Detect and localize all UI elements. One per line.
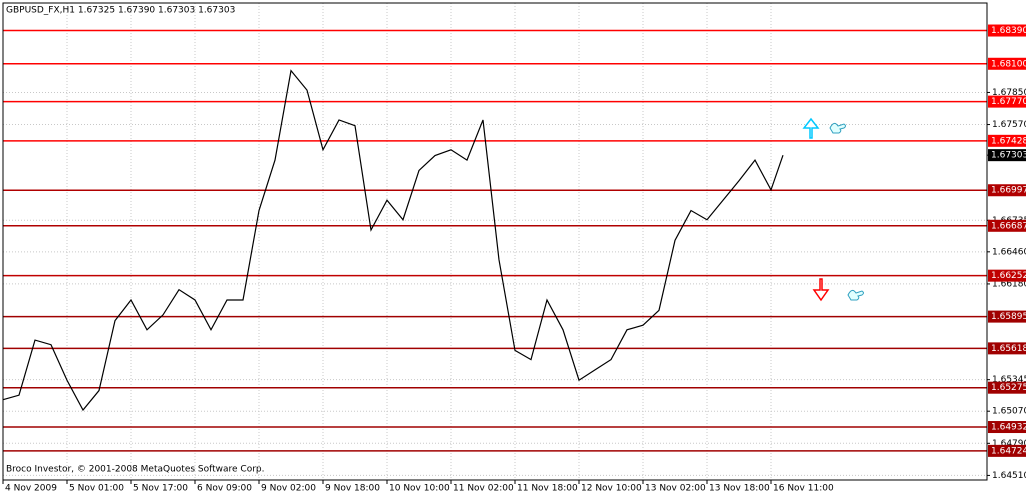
level-label-box	[988, 184, 1026, 197]
level-label: 1.64724	[991, 446, 1026, 456]
level-label-box	[988, 269, 1026, 282]
last-price-label: 1.67303	[991, 151, 1026, 161]
price-line	[2, 69, 784, 412]
y-tick-label: 1.65345	[992, 375, 1026, 385]
level-label: 1.66687	[991, 221, 1026, 231]
chart-title: GBPUSD_FX,H1 1.67325 1.67390 1.67303 1.6…	[6, 6, 235, 16]
x-tick-label: 10 Nov 10:00	[389, 484, 450, 494]
level-label: 1.68100	[991, 59, 1026, 69]
footer: Broco Investor, © 2001-2008 MetaQuotes S…	[6, 465, 265, 475]
level-label-box	[988, 444, 1026, 457]
level-label: 1.65275	[991, 383, 1026, 393]
level-label: 1.67428	[991, 136, 1026, 146]
level-label-box	[988, 219, 1026, 232]
x-tick-label: 6 Nov 09:00	[197, 484, 252, 494]
y-tick-label: 1.66180	[992, 279, 1026, 289]
up-arrow	[802, 117, 820, 139]
level-label: 1.64932	[991, 423, 1026, 433]
hand-icon	[847, 289, 864, 301]
plot-content	[2, 3, 987, 480]
level-label-box	[988, 421, 1026, 434]
y-tick-label: 1.66460	[992, 247, 1026, 257]
level-label-box	[988, 381, 1026, 394]
down-arrow	[812, 278, 830, 302]
buy-signal	[802, 117, 846, 139]
x-tick-label: 16 Nov 11:00	[773, 484, 834, 494]
x-tick-label: 4 Nov 2009	[5, 484, 57, 494]
level-label-box	[988, 57, 1026, 70]
plot-frame	[2, 2, 988, 481]
x-tick-label: 9 Nov 18:00	[325, 484, 380, 494]
x-tick-label: 13 Nov 02:00	[645, 484, 706, 494]
y-tick-label: 1.64790	[992, 439, 1026, 449]
x-tick-label: 12 Nov 10:00	[581, 484, 642, 494]
x-tick-label: 11 Nov 02:00	[453, 484, 514, 494]
level-label-box	[988, 24, 1026, 37]
level-label: 1.67770	[991, 97, 1026, 107]
last-price-box	[988, 149, 1026, 162]
x-tick-label: 9 Nov 02:00	[261, 484, 316, 494]
level-label-box	[988, 95, 1026, 108]
y-tick-label: 1.65070	[992, 407, 1026, 417]
level-label: 1.66252	[991, 271, 1026, 281]
level-label-box	[988, 134, 1026, 147]
y-tick-label: 1.67570	[992, 120, 1026, 130]
y-tick-label: 1.64510	[992, 471, 1026, 481]
hand-icon	[829, 122, 846, 134]
x-tick-label: 11 Nov 18:00	[517, 484, 578, 494]
x-tick-label: 5 Nov 17:00	[133, 484, 188, 494]
level-label: 1.65618	[991, 344, 1026, 354]
x-tick-label: 13 Nov 18:00	[709, 484, 770, 494]
level-label-box	[988, 342, 1026, 355]
level-label: 1.68390	[991, 26, 1026, 36]
x-tick-label: 5 Nov 01:00	[69, 484, 124, 494]
y-tick-label: 1.67850	[992, 88, 1026, 98]
level-label: 1.66997	[991, 186, 1026, 196]
level-label-box	[988, 310, 1026, 323]
level-label: 1.65895	[991, 312, 1026, 322]
sell-signal	[812, 278, 864, 302]
